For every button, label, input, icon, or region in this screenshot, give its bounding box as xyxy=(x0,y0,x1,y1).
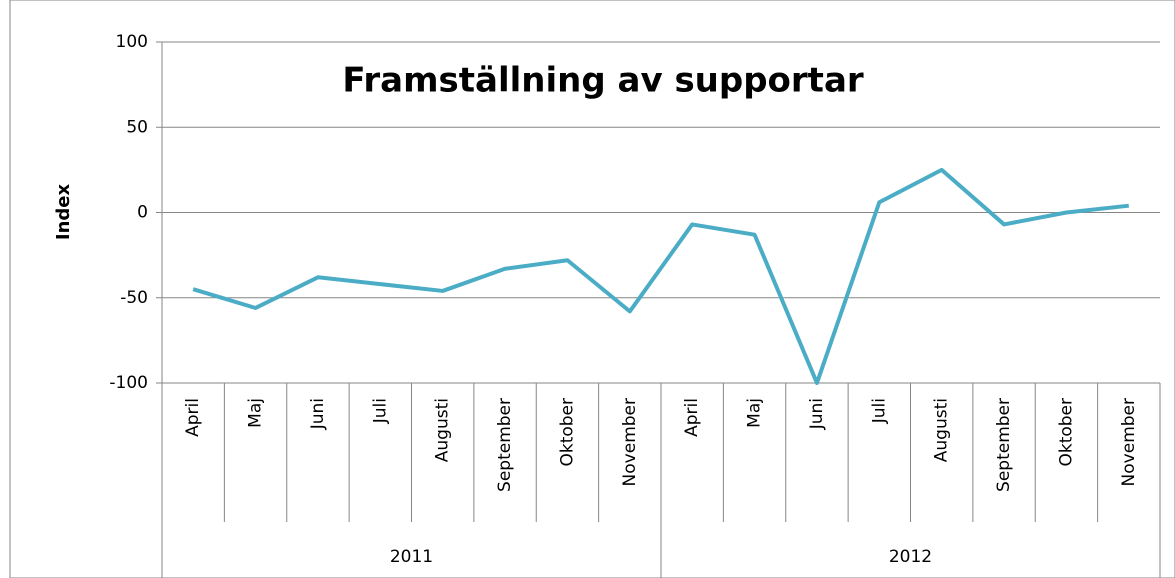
x-tick-label: Maj xyxy=(745,398,765,428)
line-series xyxy=(192,167,1130,385)
x-tick-label: April xyxy=(682,398,702,437)
y-tick-label: -50 xyxy=(120,288,148,308)
x-tick-label: November xyxy=(620,398,640,486)
y-tick-label: 50 xyxy=(126,117,148,137)
x-tick-label: Juli xyxy=(370,398,390,424)
x-tick-label: Juni xyxy=(308,398,328,430)
x-tick-label: Juni xyxy=(807,398,827,430)
x-tick-label: September xyxy=(994,398,1014,492)
x-tick-label: September xyxy=(495,398,515,492)
chart-frame xyxy=(9,0,1175,578)
group-label: 2012 xyxy=(889,547,932,567)
x-tick-label: Maj xyxy=(246,398,266,428)
x-tick-label: April xyxy=(183,398,203,437)
group-label: 2011 xyxy=(390,547,433,567)
x-tick-label: Juli xyxy=(869,398,889,424)
y-tick-label: 0 xyxy=(137,203,148,223)
chart-title: Framställning av supportar xyxy=(342,61,864,101)
x-tick-label: Augusti xyxy=(932,398,952,462)
y-tick-label: 100 xyxy=(116,32,148,52)
y-tick-label: -100 xyxy=(109,373,148,393)
x-tick-label: Oktober xyxy=(1056,398,1076,467)
y-axis-label: Index xyxy=(53,184,74,241)
x-tick-label: Augusti xyxy=(433,398,453,462)
x-tick-label: Oktober xyxy=(557,398,577,467)
x-tick-label: November xyxy=(1119,398,1139,486)
